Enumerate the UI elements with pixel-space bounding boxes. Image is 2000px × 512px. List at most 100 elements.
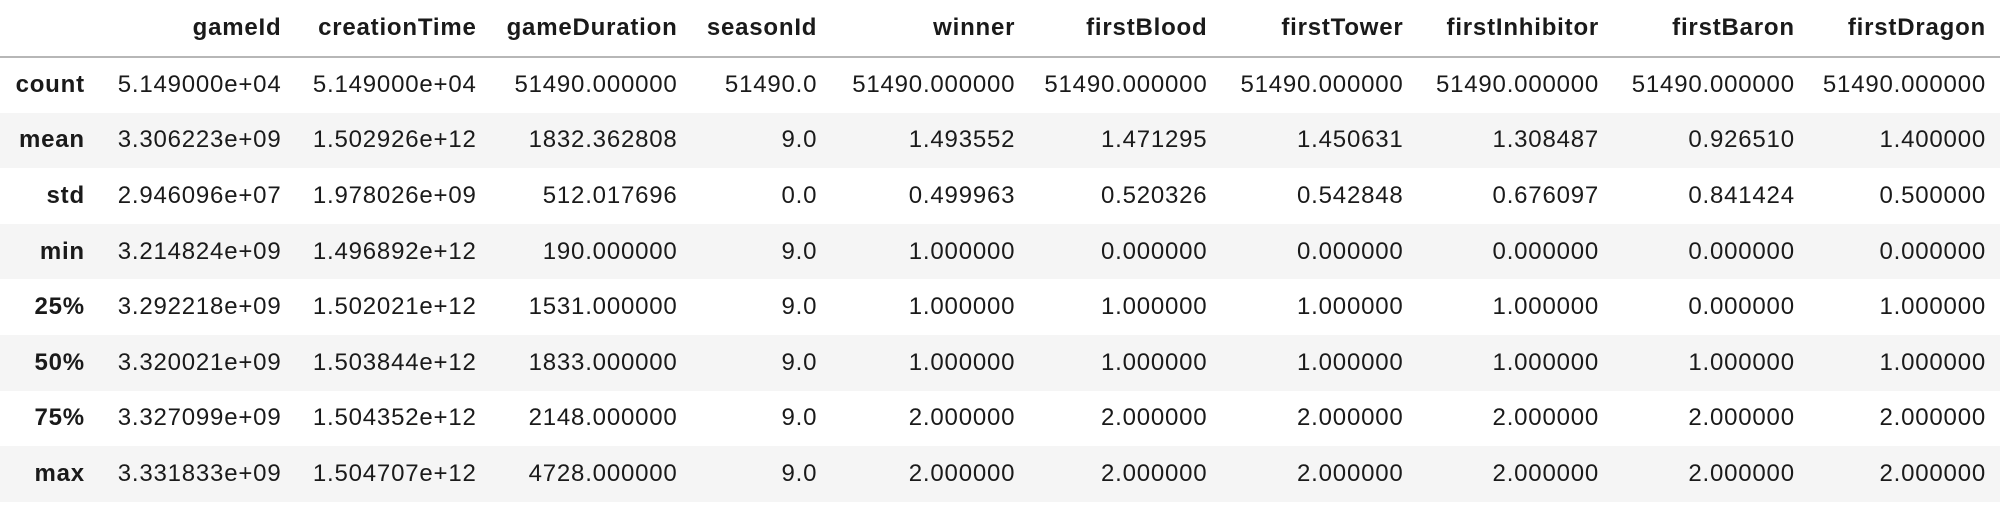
table-cell: 2.000000 (1879, 404, 1986, 432)
column-header: firstTower (1281, 14, 1404, 41)
table-cell: 1.000000 (908, 348, 1016, 376)
column-header: firstDragon (1847, 14, 1986, 41)
table-cell: 51490.000000 (514, 71, 678, 99)
row-label: min (39, 237, 85, 265)
table-cell: 5.149000e+04 (312, 71, 477, 99)
table-row: count 5.149000e+04 5.149000e+04 51490.00000… (0, 57, 2000, 113)
table-cell: 9.0 (781, 459, 818, 487)
table-cell: 1.000000 (1297, 348, 1404, 376)
table-cell: 1531.000000 (528, 293, 678, 321)
table-cell: 1.503844e+12 (312, 348, 477, 376)
table-row: 75% 3.327099e+09 1.504352e+12 2148.000000 9.… (0, 391, 2000, 447)
table-cell: 51490.000000 (1044, 71, 1208, 99)
table-cell: 0.000000 (1492, 237, 1600, 265)
table-cell: 2.000000 (908, 404, 1016, 432)
table-cell: 9.0 (781, 348, 818, 376)
table-cell: 2.000000 (1297, 459, 1404, 487)
table-cell: 2.000000 (1492, 404, 1600, 432)
table-cell: 0.542848 (1297, 181, 1404, 209)
table-cell: 51490.000000 (1240, 71, 1404, 99)
row-label: mean (19, 126, 85, 154)
table-cell: 2.000000 (908, 459, 1016, 487)
table-cell: 1.000000 (908, 293, 1016, 321)
column-header: firstBaron (1672, 14, 1795, 41)
table-cell: 51490.000000 (1822, 71, 1986, 99)
table-cell: 1.504352e+12 (312, 404, 477, 432)
table-cell: 1.308487 (1492, 126, 1600, 154)
table-cell: 1.000000 (1100, 348, 1208, 376)
table-cell: 1.502926e+12 (312, 126, 477, 154)
table-cell: 1833.000000 (528, 348, 678, 376)
index-column-header (0, 0, 99, 57)
column-header: seasonId (706, 14, 818, 41)
table-cell: 51490.000000 (1631, 71, 1795, 99)
table-cell: 190.000000 (542, 237, 678, 265)
table-cell: 0.000000 (1688, 237, 1795, 265)
table-cell: 0.000000 (1100, 237, 1208, 265)
table-cell: 3.214824e+09 (117, 237, 282, 265)
table-cell: 0.000000 (1297, 237, 1404, 265)
table-cell: 1.000000 (1879, 348, 1986, 376)
table-cell: 2.000000 (1297, 404, 1404, 432)
table-cell: 0.676097 (1492, 181, 1600, 209)
table-cell: 2.000000 (1688, 404, 1795, 432)
table-cell: 3.306223e+09 (117, 126, 282, 154)
table-cell: 9.0 (781, 126, 818, 154)
row-label: 75% (34, 404, 85, 432)
table-cell: 9.0 (781, 404, 818, 432)
row-label: max (34, 459, 85, 487)
table-cell: 0.0 (781, 181, 818, 209)
table-cell: 2.000000 (1100, 404, 1208, 432)
table-cell: 3.292218e+09 (117, 293, 282, 321)
table-cell: 1.000000 (1879, 293, 1986, 321)
table-cell: 1832.362808 (528, 126, 678, 154)
column-header: firstInhibitor (1446, 14, 1600, 41)
table-row: std 2.946096e+07 1.978026e+09 512.017696 0.0… (0, 168, 2000, 224)
table-row: min 3.214824e+09 1.496892e+12 190.000000 9.0… (0, 223, 2000, 280)
table-row: mean 3.306223e+09 1.502926e+12 1832.362808 9… (0, 112, 2000, 169)
table-cell: 2.000000 (1492, 459, 1600, 487)
table-cell: 0.500000 (1879, 181, 1986, 209)
table-cell: 1.496892e+12 (312, 237, 477, 265)
table-cell: 1.000000 (1100, 293, 1208, 321)
header-row: gameId creationTime gameDuration seasonId wi… (0, 0, 2000, 57)
row-label: 25% (34, 293, 85, 321)
table-cell: 2.946096e+07 (117, 181, 282, 209)
table-cell: 2.000000 (1688, 459, 1795, 487)
column-header: gameDuration (506, 14, 678, 41)
table-cell: 2.000000 (1879, 459, 1986, 487)
row-label: count (15, 71, 85, 99)
table-cell: 9.0 (781, 237, 818, 265)
table-cell: 1.493552 (908, 126, 1016, 154)
table-cell: 1.000000 (908, 237, 1016, 265)
table-row: 25% 3.292218e+09 1.502021e+12 1531.000000 9.… (0, 279, 2000, 335)
table-cell: 9.0 (781, 293, 818, 321)
table-cell: 1.978026e+09 (312, 181, 477, 209)
column-header: gameId (192, 14, 282, 41)
column-header: firstBlood (1086, 14, 1208, 41)
table-cell: 0.926510 (1688, 126, 1795, 154)
row-label: 50% (34, 348, 85, 376)
table-cell: 0.520326 (1100, 181, 1208, 209)
table-cell: 1.502021e+12 (312, 293, 477, 321)
table-cell: 1.471295 (1100, 126, 1208, 154)
table-cell: 5.149000e+04 (117, 71, 282, 99)
table-cell: 1.000000 (1297, 293, 1404, 321)
table-cell: 51490.000000 (1435, 71, 1600, 99)
table-cell: 1.000000 (1492, 293, 1600, 321)
table-cell: 1.000000 (1688, 348, 1795, 376)
row-label: std (46, 181, 85, 209)
table-cell: 4728.000000 (528, 459, 678, 487)
table-cell: 1.504707e+12 (312, 459, 477, 487)
table-cell: 3.331833e+09 (117, 459, 282, 487)
table-cell: 2.000000 (1100, 459, 1208, 487)
table-cell: 0.000000 (1879, 237, 1986, 265)
table-cell: 3.320021e+09 (117, 348, 282, 376)
table-cell: 1.400000 (1879, 126, 1986, 154)
table-cell: 1.000000 (1492, 348, 1600, 376)
table-cell: 1.450631 (1297, 126, 1404, 154)
table-cell: 0.499963 (908, 181, 1016, 209)
table-cell: 51490.000000 (852, 71, 1016, 99)
